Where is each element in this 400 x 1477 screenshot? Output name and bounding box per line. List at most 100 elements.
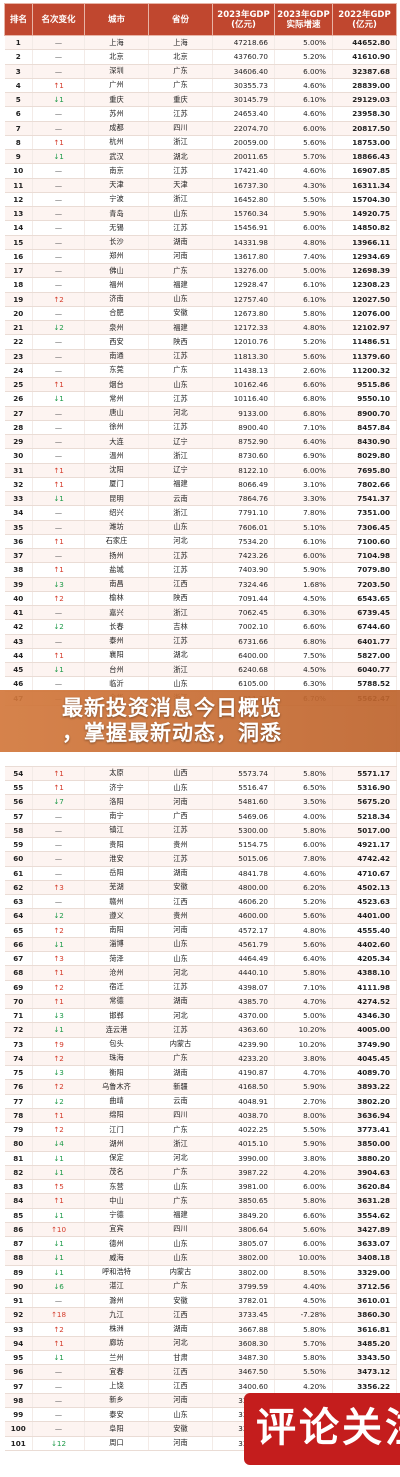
cell-growth-2023: 5.60% [274, 349, 333, 364]
cell-province: 湖北 [148, 648, 213, 664]
gdp-ranking-table: 排名 名次变化 城市 省份 2023年GDP (亿元) 2023年GDP 实际增… [4, 3, 397, 1451]
cell-gdp-2023: 22074.70 [212, 121, 275, 136]
cell-rank-change: — [32, 505, 85, 521]
cell-city: 曲靖 [84, 1094, 149, 1109]
cell-city: 福州 [84, 277, 149, 293]
cell-rank-change: — [32, 866, 85, 881]
cell-rank: 65 [4, 923, 33, 938]
table-row: 27— 唐山 河北 9133.00 6.80% 8900.70 [4, 406, 397, 421]
cell-rank: 68 [4, 965, 33, 981]
cell-rank-change: ↑1 [32, 780, 85, 796]
table-row: 86 ↑10 宜宾 四川 3806.64 5.60% 3427.89 [4, 1222, 397, 1238]
cell-city: 沧州 [84, 965, 149, 981]
cell-rank-change: — [32, 220, 85, 236]
cell-rank-change: — [32, 163, 85, 179]
cell-growth-2023: 6.80% [274, 406, 333, 421]
cell-province: 河南 [148, 923, 213, 938]
cell-gdp-2022: 8430.90 [332, 434, 397, 450]
cell-gdp-2023: 43760.70 [212, 49, 275, 65]
cell-gdp-2023: 4038.70 [212, 1108, 275, 1124]
cell-province: 江苏 [148, 634, 213, 649]
cell-rank-change: — [32, 1379, 85, 1394]
cell-growth-2023: 4.50% [274, 591, 333, 607]
cell-province: 江苏 [148, 220, 213, 236]
cell-gdp-2023: 4606.20 [212, 894, 275, 910]
table-body-lower: 54 ↑1 太原 山西 5573.74 5.80% 5571.17 55 ↑1 济宁 山东 5516.… [4, 766, 397, 1451]
cell-growth-2023: 10.20% [274, 1037, 333, 1052]
cell-gdp-2022: 41610.90 [332, 49, 397, 65]
table-header-row: 排名 名次变化 城市 省份 2023年GDP (亿元) 2023年GDP 实际增… [4, 3, 397, 36]
cell-gdp-2023: 4168.50 [212, 1079, 275, 1095]
article-title-banner[interactable]: 最新投资消息今日概览 ，掌握最新动态，洞悉 [0, 690, 400, 752]
cell-rank: 61 [4, 866, 33, 881]
cell-gdp-2022: 5827.00 [332, 648, 397, 664]
cell-growth-2023: 3.80% [274, 1151, 333, 1166]
cell-gdp-2023: 5573.74 [212, 766, 275, 782]
cell-rank-change: — [32, 35, 85, 51]
cell-gdp-2022: 14850.82 [332, 220, 397, 236]
table-row: 13— 青岛 山东 15760.34 5.90% 14920.75 [4, 206, 397, 222]
table-row: 62 ↑3 芜湖 安徽 4800.00 6.20% 4502.13 [4, 880, 397, 896]
cell-growth-2023: 7.80% [274, 505, 333, 521]
cell-gdp-2022: 5571.17 [332, 766, 397, 782]
cell-province: 广东 [148, 1193, 213, 1209]
cell-rank-change: ↓2 [32, 619, 85, 635]
cell-province: 天津 [148, 178, 213, 193]
table-row: 20— 合肥 安徽 12673.80 5.80% 12076.00 [4, 306, 397, 322]
cell-rank: 17 [4, 263, 33, 279]
cell-city: 赣州 [84, 894, 149, 910]
cell-rank: 11 [4, 178, 33, 193]
cell-rank-change: — [32, 448, 85, 464]
cell-province: 广东 [148, 263, 213, 279]
cell-gdp-2022: 8029.80 [332, 448, 397, 464]
cell-growth-2023: 6.00% [274, 463, 333, 478]
comment-follow-button[interactable]: 评论关注 [244, 1393, 400, 1465]
table-row: 28— 徐州 江苏 8900.40 7.10% 8457.84 [4, 420, 397, 436]
table-row: 18— 福州 福建 12928.47 6.10% 12308.23 [4, 277, 397, 293]
table-row: 68 ↑1 沧州 河北 4440.10 5.80% 4388.10 [4, 965, 397, 981]
table-row: 26 ↓1 常州 江苏 10116.40 6.80% 9550.10 [4, 391, 397, 407]
cell-gdp-2022: 6739.45 [332, 605, 397, 621]
cell-gdp-2023: 7864.76 [212, 491, 275, 507]
cell-gdp-2023: 4363.60 [212, 1022, 275, 1038]
cell-growth-2023: 5.50% [274, 192, 333, 208]
cell-rank: 4 [4, 78, 33, 94]
cell-gdp-2022: 3356.22 [332, 1379, 397, 1394]
cell-gdp-2022: 6744.60 [332, 619, 397, 635]
cell-rank: 33 [4, 491, 33, 507]
cell-city: 盐城 [84, 562, 149, 578]
cell-city: 九江 [84, 1307, 149, 1323]
cell-gdp-2023: 4370.00 [212, 1008, 275, 1024]
cell-growth-2023: 7.40% [274, 249, 333, 265]
table-row: 19 ↑2 济南 山东 12757.40 6.10% 12027.50 [4, 292, 397, 307]
cell-city: 武汉 [84, 149, 149, 165]
cell-rank: 81 [4, 1151, 33, 1166]
cell-rank: 55 [4, 780, 33, 796]
cell-gdp-2023: 4841.78 [212, 866, 275, 881]
table-row: 95 ↓1 兰州 甘肃 3487.30 5.80% 3343.50 [4, 1350, 397, 1366]
cell-province: 云南 [148, 1094, 213, 1109]
table-row: 69 ↑2 宿迁 江苏 4398.07 7.10% 4111.98 [4, 980, 397, 995]
cell-gdp-2023: 20011.65 [212, 149, 275, 165]
cell-gdp-2023: 11813.30 [212, 349, 275, 364]
cell-growth-2023: 5.90% [274, 562, 333, 578]
cell-growth-2023: 6.10% [274, 292, 333, 307]
cell-province: 江苏 [148, 420, 213, 436]
table-row: 57— 南宁 广西 5469.06 4.00% 5218.34 [4, 809, 397, 824]
cell-gdp-2023: 3400.60 [212, 1379, 275, 1394]
cell-gdp-2023: 4600.00 [212, 908, 275, 924]
cell-province: 湖南 [148, 866, 213, 881]
cell-gdp-2023: 4561.79 [212, 937, 275, 953]
cell-city: 宁德 [84, 1208, 149, 1223]
cell-city: 徐州 [84, 420, 149, 436]
cell-rank: 58 [4, 823, 33, 839]
table-row: 10— 南京 江苏 17421.40 4.60% 16907.85 [4, 163, 397, 179]
cell-gdp-2023: 6400.00 [212, 648, 275, 664]
cell-rank: 74 [4, 1051, 33, 1067]
cell-province: 山东 [148, 1407, 213, 1423]
cell-gdp-2022: 4346.30 [332, 1008, 397, 1024]
table-row: 34— 绍兴 浙江 7791.10 7.80% 7351.00 [4, 505, 397, 521]
table-row: 36 ↑1 石家庄 河北 7534.20 6.10% 7100.60 [4, 534, 397, 550]
cell-growth-2023: 5.70% [274, 149, 333, 165]
table-row: 80 ↓4 湖州 浙江 4015.10 5.90% 3850.00 [4, 1136, 397, 1152]
